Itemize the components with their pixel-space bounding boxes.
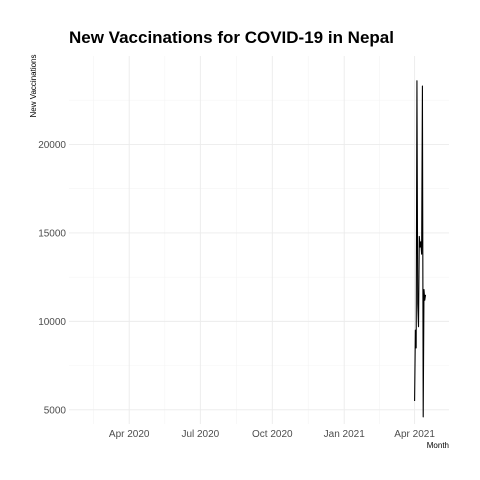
y-tick-label: 10000 xyxy=(38,317,66,328)
y-axis-label: New Vaccinations xyxy=(29,55,38,118)
x-tick-label: Apr 2021 xyxy=(394,429,435,440)
x-tick-label: Apr 2020 xyxy=(109,429,150,440)
y-tick-label: 5000 xyxy=(44,405,67,416)
x-axis-label: Month xyxy=(427,441,449,450)
x-axis: Apr 2020 Jul 2020 Oct 2020 Jan 2021 Apr 2021 xyxy=(109,429,435,440)
series-layer xyxy=(414,80,427,418)
y-tick-label: 15000 xyxy=(38,228,66,239)
grid-minor xyxy=(69,56,449,424)
x-tick-label: Jan 2021 xyxy=(324,429,366,440)
series-line xyxy=(414,80,427,418)
y-axis: 5000 10000 15000 20000 xyxy=(38,140,66,416)
y-tick-label: 20000 xyxy=(38,140,66,151)
x-tick-label: Oct 2020 xyxy=(252,429,293,440)
chart-title: New Vaccinations for COVID-19 in Nepal xyxy=(69,28,394,47)
x-tick-label: Jul 2020 xyxy=(181,429,219,440)
